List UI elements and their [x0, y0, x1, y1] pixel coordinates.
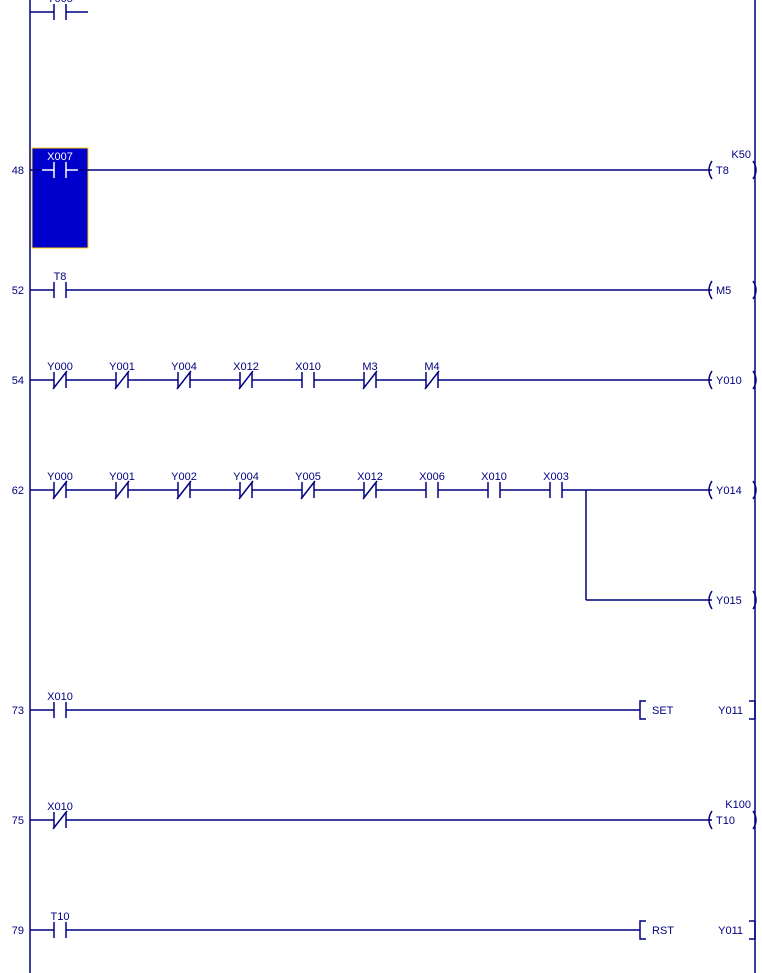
rung: 48 X007 T8K50	[12, 148, 756, 248]
rung: 62 Y000 Y001 Y002 Y004 Y005 X012 X006 X010 X003 Y0…	[12, 471, 756, 609]
svg-text:X010: X010	[47, 801, 73, 813]
svg-text:Y001: Y001	[109, 361, 135, 373]
svg-text:Y005: Y005	[47, 0, 73, 5]
rung: 75 X010 T10 K100	[12, 799, 756, 829]
svg-text:Y010: Y010	[716, 375, 742, 387]
svg-text:SET: SET	[652, 705, 674, 717]
rung: 52 T8 M5	[12, 271, 756, 299]
rung: 73 X010 SET Y011	[12, 691, 755, 719]
svg-text:Y011: Y011	[718, 925, 743, 937]
svg-text:T8: T8	[54, 271, 67, 283]
svg-text:T10: T10	[51, 911, 70, 923]
svg-text:K100: K100	[725, 799, 751, 811]
svg-text:X010: X010	[295, 361, 321, 373]
svg-text:Y011: Y011	[718, 705, 743, 717]
svg-text:X012: X012	[357, 471, 383, 483]
svg-text:X007: X007	[47, 151, 73, 163]
rung: 79 T10 RST Y011	[12, 911, 755, 939]
svg-text:Y004: Y004	[171, 361, 197, 373]
svg-text:X006: X006	[419, 471, 445, 483]
svg-text:54: 54	[12, 375, 24, 387]
svg-text:X010: X010	[47, 691, 73, 703]
svg-text:Y004: Y004	[233, 471, 259, 483]
svg-text:Y002: Y002	[171, 471, 197, 483]
svg-text:Y005: Y005	[295, 471, 321, 483]
svg-text:X010: X010	[481, 471, 507, 483]
svg-text:Y001: Y001	[109, 471, 135, 483]
svg-text:73: 73	[12, 705, 24, 717]
ladder-diagram: Y00548X007T8K5052T8M554Y000Y001Y004X012X…	[0, 0, 762, 973]
svg-text:T10: T10	[716, 815, 735, 827]
svg-text:52: 52	[12, 285, 24, 297]
svg-text:K50: K50	[731, 149, 751, 161]
svg-text:75: 75	[12, 815, 24, 827]
svg-text:RST: RST	[652, 925, 674, 937]
svg-text:M5: M5	[716, 285, 731, 297]
svg-text:48: 48	[12, 165, 24, 177]
svg-text:Y015: Y015	[716, 595, 742, 607]
svg-text:X003: X003	[543, 471, 569, 483]
svg-text:M3: M3	[362, 361, 377, 373]
svg-text:Y000: Y000	[47, 471, 73, 483]
svg-text:79: 79	[12, 925, 24, 937]
rung: 54 Y000 Y001 Y004 X012 X010 M3 M4 Y010	[12, 361, 756, 389]
svg-text:Y000: Y000	[47, 361, 73, 373]
svg-text:T8: T8	[716, 165, 729, 177]
svg-text:X012: X012	[233, 361, 259, 373]
svg-text:M4: M4	[424, 361, 439, 373]
svg-text:Y014: Y014	[716, 485, 742, 497]
svg-text:62: 62	[12, 485, 24, 497]
rung: Y005	[30, 0, 88, 20]
